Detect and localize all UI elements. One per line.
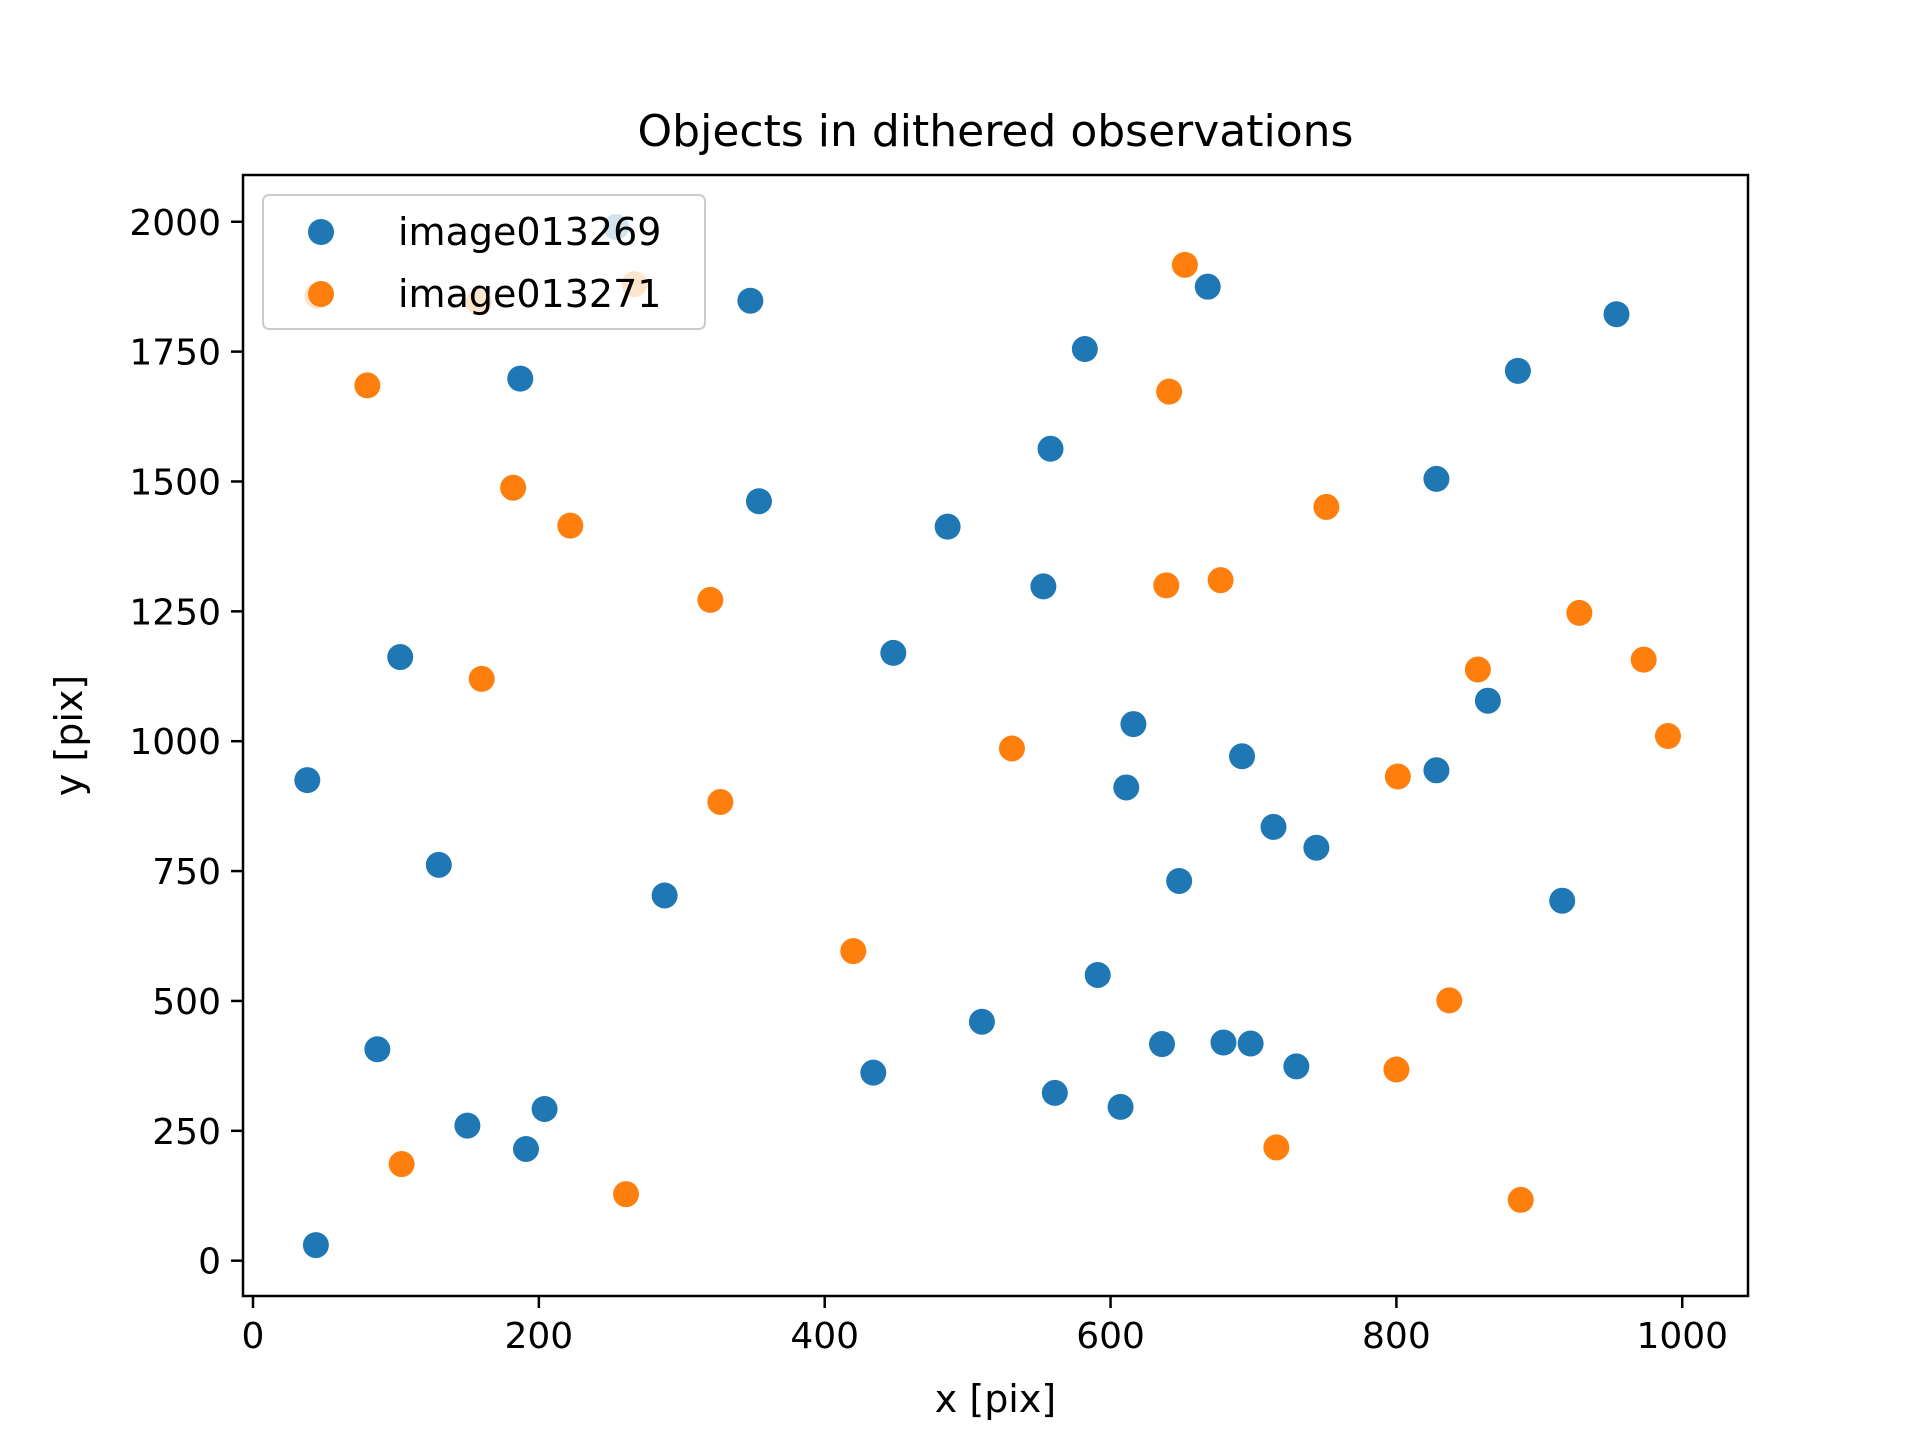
x-tick-label: 0 [242,1316,265,1357]
point-series-1 [512,1135,539,1162]
legend: image013269 image013271 [262,194,706,330]
point-series-1 [425,851,452,878]
point-series-1 [1041,1079,1068,1106]
point-series-1 [860,1059,887,1086]
point-series-1 [1084,961,1111,988]
x-tick-label: 800 [1362,1316,1431,1357]
point-series-1 [454,1112,481,1139]
point-series-1 [1149,1031,1176,1058]
point-series-1 [1237,1030,1264,1057]
point-series-2 [1464,656,1491,683]
point-series-2 [388,1151,415,1178]
point-series-1 [1229,743,1256,770]
x-axis-ticks: 0 200 400 600 800 1000 [242,1296,1728,1357]
y-tick-label: 0 [198,1242,221,1283]
point-series-1 [880,639,907,666]
legend-box [262,194,706,330]
point-series-2 [1436,987,1463,1014]
point-series-2 [998,735,1025,762]
point-series-2 [1383,1056,1410,1083]
point-series-1 [1283,1053,1310,1080]
y-tick-label: 1750 [129,333,221,374]
point-series-2 [1566,599,1593,626]
point-series-2 [468,665,495,692]
point-series-1 [1423,757,1450,784]
point-series-2 [557,512,584,539]
y-tick-label: 500 [152,982,221,1023]
point-series-2 [1384,763,1411,790]
point-series-2 [354,372,381,399]
point-series-1 [302,1232,329,1259]
point-series-2 [1153,572,1180,599]
point-series-1 [934,513,961,540]
point-series-1 [1037,435,1064,462]
point-series-1 [651,882,678,909]
point-series-1 [294,767,321,794]
point-series-1 [507,365,534,392]
y-tick-label: 250 [152,1112,221,1153]
point-series-2 [500,474,527,501]
point-series-2 [697,586,724,613]
point-series-2 [1507,1186,1534,1213]
point-series-1 [364,1036,391,1063]
y-axis-label: y [pix] [47,675,91,796]
y-axis-ticks: 0 250 500 750 1000 1250 1500 1750 2000 [129,203,243,1283]
point-series-1 [737,287,764,314]
point-series-2 [1630,646,1657,673]
point-series-2 [1156,378,1183,405]
point-series-1 [1113,774,1140,801]
point-series-2 [1207,567,1234,594]
point-series-1 [1303,834,1330,861]
point-series-2 [1171,251,1198,278]
point-series-1 [1549,887,1576,914]
point-series-1 [1474,687,1501,714]
point-series-2 [840,938,867,965]
chart-title: Objects in dithered observations [638,106,1354,157]
point-series-1 [1423,465,1450,492]
point-series-1 [1603,301,1630,328]
point-series-1 [1030,573,1057,600]
y-tick-label: 2000 [129,203,221,244]
point-series-1 [387,644,414,671]
plot-area-frame [241,173,1750,1298]
x-tick-label: 1000 [1636,1316,1728,1357]
point-series-2 [613,1181,640,1208]
point-series-2 [707,788,734,815]
y-tick-label: 750 [152,852,221,893]
point-series-1 [745,488,772,515]
point-series-1 [1120,711,1147,738]
point-series-1 [1166,867,1193,894]
point-series-1 [531,1095,558,1122]
x-tick-label: 400 [790,1316,859,1357]
x-axis-label: x [pix] [935,1377,1056,1421]
x-tick-label: 200 [504,1316,573,1357]
point-series-1 [1071,336,1098,363]
point-series-2 [1654,723,1681,750]
point-series-1 [968,1008,995,1035]
point-series-2 [1263,1134,1290,1161]
point-series-1 [1210,1029,1237,1056]
point-series-1 [1194,273,1221,300]
x-tick-label: 600 [1076,1316,1145,1357]
point-series-1 [1504,357,1531,384]
legend-marker [308,219,334,245]
legend-label: image013269 [398,210,661,254]
point-series-2 [1313,493,1340,520]
point-series-1 [1107,1093,1134,1120]
legend-label: image013271 [398,272,661,316]
point-series-1 [1260,813,1287,840]
legend-marker [308,281,334,307]
y-tick-label: 1000 [129,722,221,763]
y-tick-label: 1500 [129,462,221,503]
y-tick-label: 1250 [129,592,221,633]
